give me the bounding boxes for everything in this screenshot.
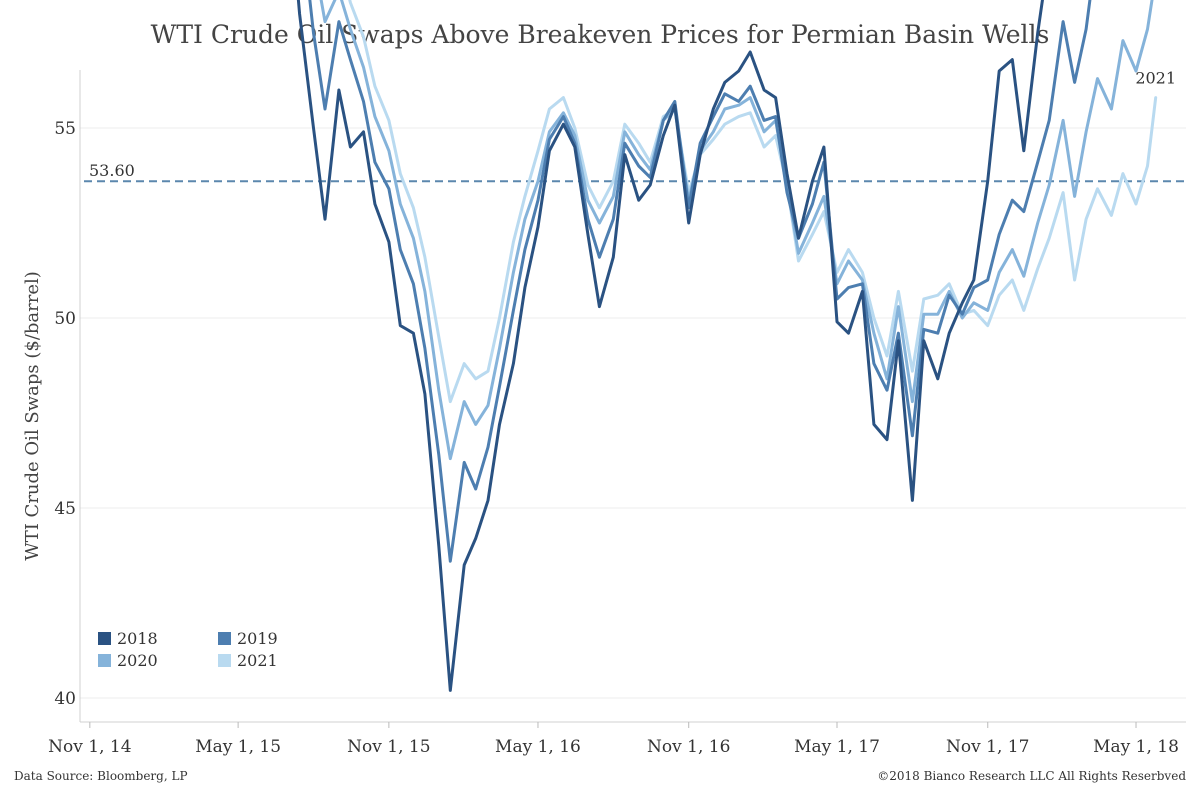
series-line-2019 bbox=[308, 0, 1092, 563]
series-lines bbox=[296, 0, 1158, 692]
x-tick-label: Nov 1, 16 bbox=[647, 737, 730, 757]
x-tick-label: May 1, 16 bbox=[495, 737, 581, 757]
y-axis-label: WTI Crude Oil Swaps ($/barrel) bbox=[22, 271, 43, 561]
series-line-2020 bbox=[319, 0, 1154, 461]
series-line-2018 bbox=[296, 0, 1044, 692]
x-tick-label: May 1, 17 bbox=[794, 737, 880, 757]
gridlines bbox=[80, 127, 1186, 699]
reference-line-label: 53.60 bbox=[89, 161, 135, 180]
legend-swatch-2019 bbox=[218, 632, 231, 645]
x-tick-label: Nov 1, 17 bbox=[946, 737, 1029, 757]
x-tick-label: May 1, 18 bbox=[1093, 737, 1179, 757]
reference-line-group: 53.60 bbox=[84, 161, 1184, 183]
series-line-2021 bbox=[348, 0, 1158, 404]
x-tick-label: Nov 1, 14 bbox=[48, 737, 131, 757]
x-tick-label: Nov 1, 15 bbox=[347, 737, 430, 757]
y-tick-label: 45 bbox=[54, 499, 76, 519]
legend-swatch-2021 bbox=[218, 654, 231, 667]
copyright-note: ©2018 Bianco Research LLC All Rights Res… bbox=[877, 769, 1186, 783]
y-tick-label: 55 bbox=[54, 119, 76, 139]
legend-swatch-2020 bbox=[98, 654, 111, 667]
legend-label-2020: 2020 bbox=[117, 651, 158, 670]
series-end-label-2021: 2021 bbox=[1135, 69, 1176, 88]
y-tick-label: 40 bbox=[54, 689, 76, 709]
legend-swatch-2018 bbox=[98, 632, 111, 645]
data-source-note: Data Source: Bloomberg, LP bbox=[14, 769, 188, 783]
legend-label-2021: 2021 bbox=[237, 651, 278, 670]
legend-label-2019: 2019 bbox=[237, 629, 278, 648]
y-tick-label: 50 bbox=[54, 309, 76, 329]
chart-title: WTI Crude Oil Swaps Above Breakeven Pric… bbox=[151, 20, 1050, 49]
legend: 2018 2019 2020 2021 bbox=[98, 629, 278, 670]
legend-label-2018: 2018 bbox=[117, 629, 158, 648]
x-tick-label: May 1, 15 bbox=[195, 737, 281, 757]
